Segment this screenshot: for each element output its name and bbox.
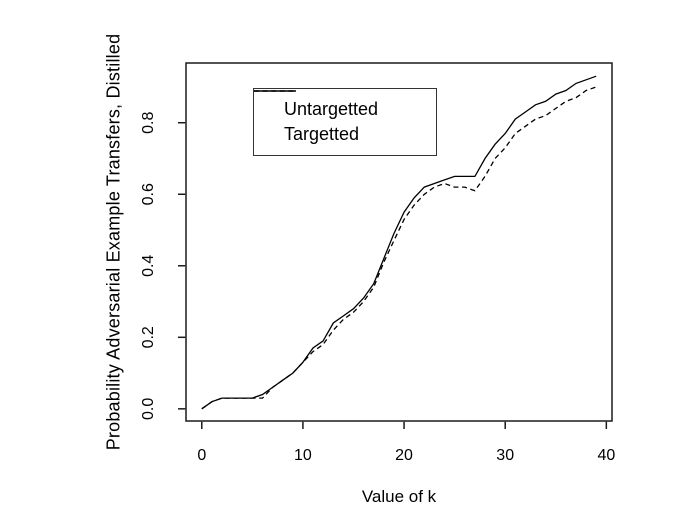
x-tick-label: 40 xyxy=(597,447,615,464)
legend-item-targetted: Targetted xyxy=(254,90,436,146)
x-tick-label: 0 xyxy=(197,447,206,464)
x-axis-title: Value of k xyxy=(361,487,437,506)
plot-box xyxy=(185,62,613,422)
legend-label: Untargetted xyxy=(284,99,379,119)
legend-label: Targetted xyxy=(284,124,360,144)
y-tick-label: 0.0 xyxy=(140,398,157,420)
x-tick-label: 20 xyxy=(395,447,413,464)
series-line-untargetted xyxy=(201,75,597,410)
y-tick-label: 0.2 xyxy=(140,326,157,348)
y-tick-label: 0.6 xyxy=(140,183,157,205)
x-tick-label: 30 xyxy=(496,447,514,464)
x-tick-label: 10 xyxy=(294,447,312,464)
y-tick-label: 0.4 xyxy=(140,255,157,277)
y-axis-title: Probability Adversarial Example Transfer… xyxy=(103,33,124,451)
y-tick-label: 0.8 xyxy=(140,112,157,134)
series-line-targetted xyxy=(201,86,597,410)
legend-item-untargetted: Untargetted xyxy=(254,90,436,121)
legend: Untargetted Targetted xyxy=(253,88,437,156)
